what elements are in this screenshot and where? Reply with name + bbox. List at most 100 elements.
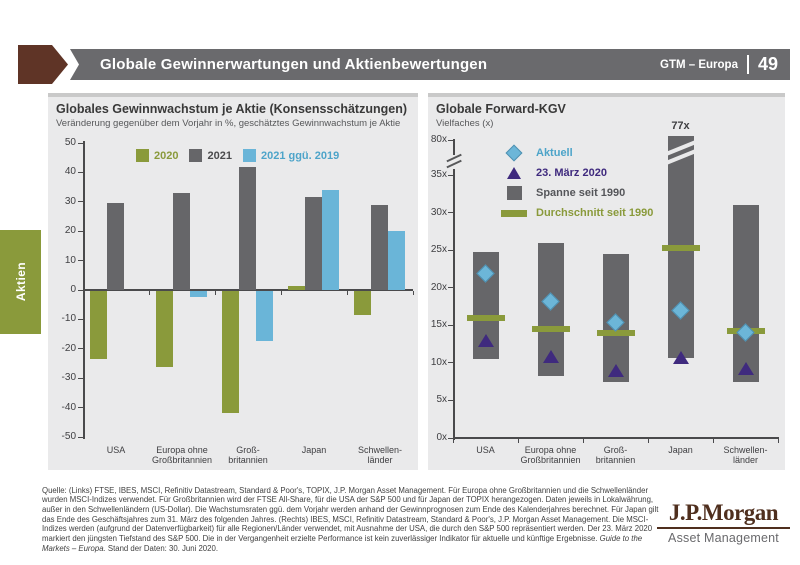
legend-item: Durchschnitt seit 1990 <box>498 203 653 223</box>
header-chevron-icon <box>18 45 68 84</box>
bar-2020 <box>354 291 371 315</box>
average-marker <box>466 314 505 321</box>
x-tick <box>83 291 84 295</box>
x-category-label: Schwellen-länder <box>723 445 768 466</box>
bar-2021 <box>371 204 388 290</box>
legend-item: 2020 <box>136 149 178 162</box>
bar-2021 ggü. 2019 <box>322 190 339 290</box>
y-tick <box>78 318 83 320</box>
y-tick <box>78 171 83 173</box>
diamond-legend-icon <box>498 144 530 162</box>
y-tick <box>78 348 83 350</box>
source-text-after: Stand der Daten: 30. Juni 2020. <box>105 543 218 553</box>
page-number: 49 <box>757 54 778 74</box>
left-chart-title: Globales Gewinnwachstum je Aktie (Konsen… <box>56 102 407 116</box>
legend-label: 2020 <box>154 149 179 162</box>
forward-pe-chart-panel: Globale Forward-KGV Vielfaches (x) 80x 35… <box>428 93 785 470</box>
square-legend-icon <box>498 186 530 200</box>
x-tick <box>281 291 282 295</box>
x-category-label: Europa ohne Großbritannien <box>151 445 213 466</box>
bar-2020 <box>222 291 239 413</box>
bar-2021 <box>239 166 256 290</box>
x-category-label: Europa ohne Großbritannien <box>520 445 581 466</box>
y-tick <box>448 139 453 141</box>
y-tick <box>78 201 83 203</box>
y-tick-label: 20 <box>64 225 76 237</box>
y-tick <box>448 249 453 251</box>
legend-swatch <box>242 149 256 162</box>
y-tick-label: -30 <box>61 372 76 384</box>
y-tick <box>78 436 83 438</box>
y-tick-label: 10 <box>64 254 76 266</box>
bar-2021 ggü. 2019 <box>190 291 207 297</box>
bar-2020 <box>90 291 107 359</box>
jpmorgan-logo-subtitle: Asset Management <box>668 531 779 545</box>
y-tick-label: -10 <box>61 313 76 325</box>
legend-swatch <box>136 149 149 162</box>
x-category-label: Japan <box>668 445 693 455</box>
right-chart-title: Globale Forward-KGV <box>436 102 566 116</box>
page-title: Globale Gewinnerwartungen und Aktienbewe… <box>100 56 488 73</box>
march-marker <box>672 351 689 365</box>
y-tick <box>448 212 453 214</box>
y-axis-line <box>453 139 455 155</box>
right-chart-plot: 80x 35x 30x 25x 20x 15x 10x 5x 0x USA Europa ohne G… <box>428 97 785 470</box>
y-tick <box>78 407 83 409</box>
y-tick-label: -40 <box>61 401 76 413</box>
y-tick-label: 40 <box>64 166 76 178</box>
legend-label: 23. März 2020 <box>536 167 607 179</box>
bar-2020 <box>288 285 305 290</box>
y-tick <box>78 142 83 144</box>
march-marker <box>607 363 624 377</box>
y-tick <box>448 362 453 364</box>
x-tick <box>648 439 649 443</box>
sidebar-tab-label: Aktien <box>13 262 28 302</box>
y-tick <box>78 260 83 262</box>
y-tick <box>448 437 453 439</box>
legend-item: 2021 ggü. 2019 <box>242 149 340 162</box>
legend-item: 23. März 2020 <box>498 163 653 183</box>
legend-swatch <box>189 149 203 162</box>
x-category-label: USA <box>476 445 495 455</box>
y-tick <box>448 399 453 401</box>
zero-line <box>83 289 413 291</box>
header-divider <box>746 55 749 74</box>
march-marker <box>542 350 559 364</box>
legend-item: Aktuell <box>498 143 653 163</box>
x-tick <box>778 439 779 443</box>
jpmorgan-logo: J.P.Morgan Asset Management <box>657 500 790 545</box>
y-tick <box>78 289 83 291</box>
sidebar-tab-aktien[interactable]: Aktien <box>0 230 41 334</box>
y-tick-label: 80x <box>430 134 447 145</box>
y-tick-label: 15x <box>430 319 447 331</box>
y-axis-line <box>453 169 455 440</box>
x-category-label: USA <box>106 445 126 455</box>
march-marker <box>737 361 754 375</box>
y-tick <box>448 324 453 326</box>
y-tick-label: 5x <box>436 394 447 406</box>
x-tick <box>149 291 150 295</box>
x-tick <box>347 291 348 295</box>
y-tick-label: 0x <box>436 432 447 443</box>
right-chart-legend: Aktuell 23. März 2020 Spanne seit 1990 Durc… <box>498 143 653 223</box>
legend-label: Aktuell <box>536 147 573 159</box>
earnings-growth-chart-panel: Globales Gewinnwachstum je Aktie (Konsen… <box>48 93 418 470</box>
y-tick <box>78 230 83 232</box>
y-tick <box>448 174 453 176</box>
y-tick-label: 10x <box>430 356 447 368</box>
y-tick-label: -50 <box>61 431 76 442</box>
gtm-label: GTM – Europa <box>660 58 738 71</box>
range-bar <box>732 205 759 382</box>
legend-label: 2021 ggü. 2019 <box>260 149 340 162</box>
triangle-icon <box>507 167 521 179</box>
x-tick <box>413 291 414 295</box>
bar-legend-icon <box>498 209 530 217</box>
average-marker <box>596 329 635 336</box>
x-axis-line <box>453 437 779 439</box>
bar-2021 ggü. 2019 <box>388 231 405 290</box>
x-category-label: Groß-britannien <box>228 445 268 466</box>
x-category-label: Schwellen-länder <box>357 445 403 466</box>
jpmorgan-logo-wordmark: J.P.Morgan <box>657 500 790 529</box>
range-high-label: 77x <box>671 120 690 132</box>
y-tick-label: 0 <box>70 284 76 295</box>
